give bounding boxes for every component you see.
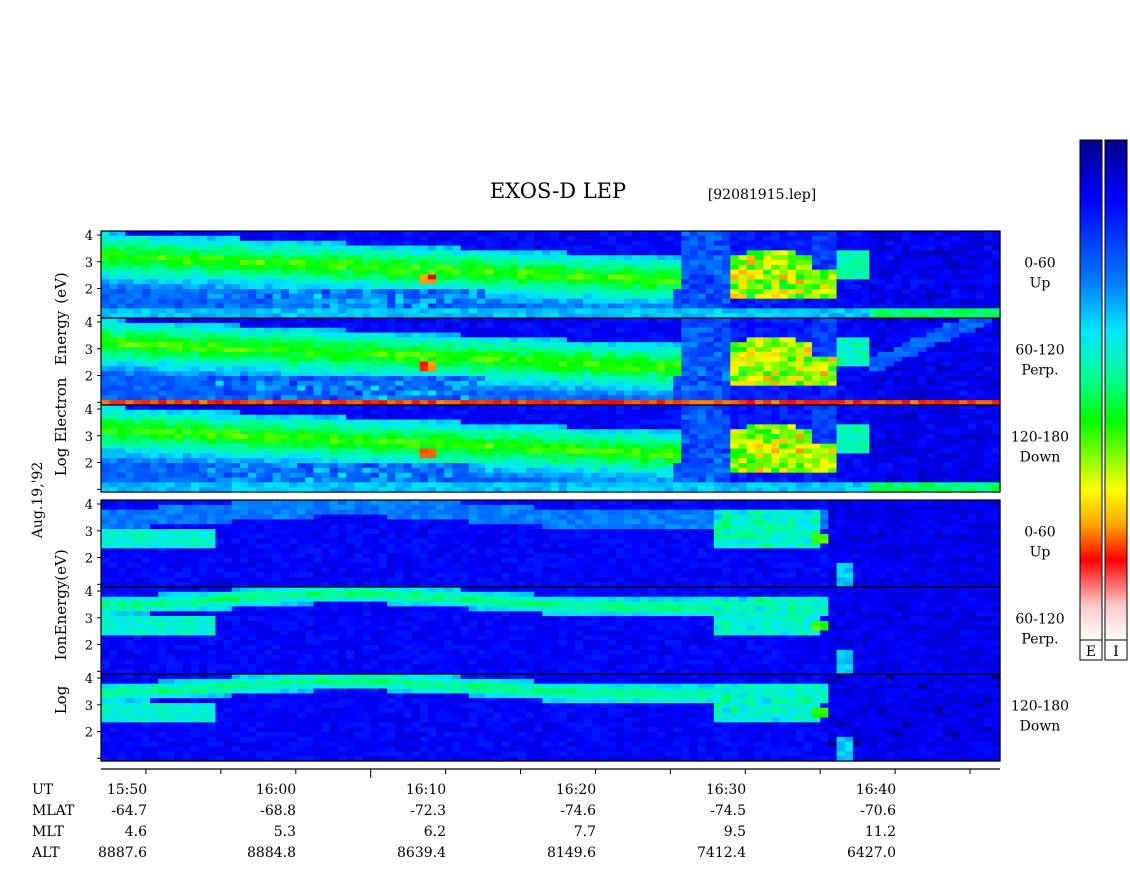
y-tick-label: 3: [85, 256, 93, 271]
ion-ylabel-word: Energy: [52, 580, 70, 635]
ephemeris-value: 7412.4: [697, 845, 746, 861]
ephemeris-value: 8887.6: [98, 845, 147, 861]
ephemeris-value: 15:50: [107, 782, 147, 798]
colorbar-electron: E: [1079, 139, 1103, 661]
panel-direction-label: Perp.: [1021, 363, 1058, 379]
y-tick-label: 2: [85, 370, 93, 385]
spectrogram-panel: 2 3 4: [85, 229, 1001, 319]
panel-direction-label: Perp.: [1021, 632, 1058, 648]
ephemeris-value: 6.2: [424, 824, 446, 840]
ephemeris-value: -74.6: [560, 803, 596, 819]
spectrogram-panels: 2 3 4 2 3 4 2 3 4 2 3 4 2 3 4 2 3 4: [85, 229, 1001, 762]
ephemeris-value: -72.3: [410, 803, 446, 819]
ephemeris-value: 5.3: [274, 824, 296, 840]
y-tick-label: 2: [85, 726, 93, 741]
panel-direction-label: Down: [1020, 719, 1061, 735]
y-tick-label: 3: [85, 525, 93, 540]
y-tick-label: 3: [85, 612, 93, 627]
ion-ylabel-word: Log: [52, 685, 70, 714]
electron-ylabel-word: Log: [52, 447, 70, 476]
y-axis-labels: LogElectronEnergy(eV)LogIonEnergy(eV)Aug…: [30, 272, 70, 714]
spectrogram-panel: 2 3 4: [85, 316, 1001, 406]
ephemeris-value: 16:30: [706, 782, 746, 798]
y-tick-label: 4: [85, 229, 93, 244]
ephemeris-value: 16:00: [256, 782, 296, 798]
spectrogram-panel: 2 3 4: [85, 672, 1001, 762]
ephemeris-row-label: UT: [32, 782, 54, 798]
spectrogram-panel: 2 3 4: [85, 585, 1001, 675]
spectrogram-panel: 2 3 4: [85, 498, 1001, 588]
ephemeris-value: 8149.6: [547, 845, 596, 861]
y-tick-label: 3: [85, 430, 93, 445]
ephemeris-value: 16:40: [856, 782, 896, 798]
colorbar-label-e: E: [1086, 644, 1096, 660]
ephemeris-value: 4.6: [125, 824, 147, 840]
time-axis: [101, 768, 1000, 778]
date-label: Aug.19,'92: [30, 462, 46, 539]
ephemeris-value: -68.8: [260, 803, 296, 819]
panel-direction-label: Up: [1030, 545, 1051, 561]
panel-pitch-label: 120-180: [1011, 430, 1069, 446]
spectrogram-panel: 2 3 4: [85, 403, 1001, 493]
y-tick-label: 4: [85, 585, 93, 600]
electron-ylabel-word: (eV): [52, 272, 70, 303]
ephemeris-value: 16:10: [406, 782, 446, 798]
ephemeris-value: -74.5: [710, 803, 746, 819]
panel-direction-label: Up: [1030, 276, 1051, 292]
ephemeris-value: 7.7: [574, 824, 596, 840]
electron-ylabel-word: Electron: [52, 377, 70, 442]
electron-ylabel-word: Energy: [52, 310, 70, 365]
ephemeris-row-label: MLAT: [32, 803, 75, 819]
panel-pitch-label: 0-60: [1024, 256, 1055, 272]
y-tick-label: 3: [85, 343, 93, 358]
ephemeris-table: UT MLAT MLT ALT 15:50 16:00 16:10 16:20 16:30 16:…: [31, 782, 896, 861]
ephemeris-value: 8884.8: [247, 845, 296, 861]
panel-pitch-label: 60-120: [1015, 343, 1064, 359]
ephemeris-row-label: ALT: [31, 845, 60, 861]
ephemeris-value: 11.2: [865, 824, 896, 840]
y-tick-label: 2: [85, 457, 93, 472]
y-tick-label: 2: [85, 552, 93, 567]
ephemeris-value: 8639.4: [397, 845, 446, 861]
panel-pitch-label: 60-120: [1015, 612, 1064, 628]
ephemeris-value: -70.6: [860, 803, 896, 819]
panel-direction-label: Down: [1020, 450, 1061, 466]
y-tick-label: 4: [85, 498, 93, 513]
panel-labels: 0-60 Up 60-120 Perp. 120-180 Down 0-60 Up 60-120…: [1011, 256, 1069, 735]
y-tick-label: 4: [85, 403, 93, 418]
ephemeris-row-label: MLT: [32, 824, 64, 840]
y-tick-label: 2: [85, 639, 93, 654]
file-label: [92081915.lep]: [708, 187, 816, 203]
ephemeris-value: 16:20: [556, 782, 596, 798]
y-tick-label: 3: [85, 699, 93, 714]
ion-ylabel-word: Ion: [52, 635, 70, 660]
ephemeris-value: 6427.0: [847, 845, 896, 861]
ephemeris-value: -64.7: [111, 803, 147, 819]
y-tick-label: 2: [85, 283, 93, 298]
colorbar-label-i: I: [1113, 644, 1119, 660]
ion-ylabel-word: (eV): [52, 549, 70, 580]
chart-title: EXOS-D LEP: [490, 179, 626, 203]
panel-pitch-label: 120-180: [1011, 699, 1069, 715]
ephemeris-value: 9.5: [724, 824, 746, 840]
y-tick-label: 4: [85, 316, 93, 331]
y-tick-label: 4: [85, 672, 93, 687]
colorbar-ion: I: [1104, 139, 1128, 661]
panel-pitch-label: 0-60: [1024, 525, 1055, 541]
